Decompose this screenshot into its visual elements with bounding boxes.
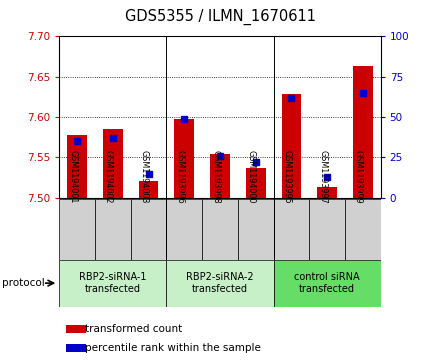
Bar <box>345 199 381 260</box>
Text: GSM1193997: GSM1193997 <box>318 150 327 203</box>
Text: RBP2-siRNA-1
transfected: RBP2-siRNA-1 transfected <box>79 272 147 294</box>
Bar <box>238 199 274 260</box>
Bar <box>59 199 95 260</box>
Bar <box>274 199 309 260</box>
Text: protocol: protocol <box>2 278 45 288</box>
Bar <box>246 168 265 198</box>
Bar <box>59 260 166 307</box>
Text: percentile rank within the sample: percentile rank within the sample <box>85 343 261 352</box>
Text: GSM1194002: GSM1194002 <box>104 150 113 203</box>
Bar <box>67 135 87 198</box>
Bar <box>202 199 238 260</box>
Text: GSM1193995: GSM1193995 <box>282 150 291 203</box>
Bar <box>353 66 373 198</box>
Text: GDS5355 / ILMN_1670611: GDS5355 / ILMN_1670611 <box>125 9 315 25</box>
Bar <box>175 119 194 198</box>
Text: control siRNA
transfected: control siRNA transfected <box>294 272 360 294</box>
Bar <box>66 325 86 333</box>
Bar <box>317 187 337 198</box>
Bar <box>131 199 166 260</box>
Text: GSM1194003: GSM1194003 <box>139 150 149 203</box>
Bar <box>66 344 86 352</box>
Bar <box>274 260 381 307</box>
Text: GSM1193996: GSM1193996 <box>175 150 184 203</box>
Bar <box>309 199 345 260</box>
Bar <box>139 181 158 198</box>
Text: GSM1193998: GSM1193998 <box>211 150 220 203</box>
Text: GSM1194001: GSM1194001 <box>68 150 77 203</box>
Bar <box>95 199 131 260</box>
Bar <box>166 199 202 260</box>
Bar <box>103 129 123 198</box>
Text: transformed count: transformed count <box>85 324 182 334</box>
Text: GSM1193999: GSM1193999 <box>354 150 363 203</box>
Bar <box>166 260 274 307</box>
Text: RBP2-siRNA-2
transfected: RBP2-siRNA-2 transfected <box>186 272 254 294</box>
Text: GSM1194000: GSM1194000 <box>247 150 256 203</box>
Bar <box>210 154 230 198</box>
Bar <box>282 94 301 198</box>
